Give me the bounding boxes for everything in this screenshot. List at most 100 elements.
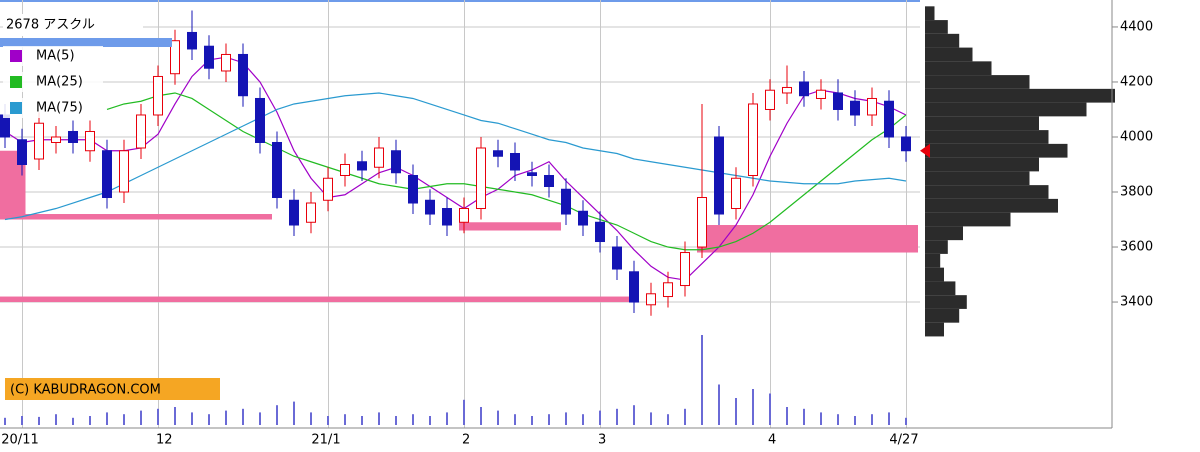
candle-body: [765, 89, 775, 110]
legend: 2678 アスクル MA(5) MA(25) MA(75): [0, 14, 172, 118]
last-price-marker: [920, 143, 930, 158]
x-tick-label: 2: [462, 433, 470, 448]
candle-body: [68, 130, 78, 143]
volume-bar: [123, 414, 125, 425]
volume-bar: [514, 414, 516, 425]
candle-body: [782, 86, 792, 94]
volume-bar: [293, 401, 295, 425]
volume-bar: [582, 414, 584, 425]
y-tick-label: 4200: [1120, 74, 1153, 89]
volume-bar: [429, 416, 431, 425]
candle-body: [442, 208, 452, 226]
candle-body: [884, 100, 894, 138]
volume-profile-bar: [925, 308, 960, 323]
candle-body: [629, 271, 639, 303]
candle-body: [748, 103, 758, 177]
volume-bar: [310, 412, 312, 425]
volume-bar: [633, 405, 635, 425]
ma-line: [4, 56, 907, 281]
volume-bar: [378, 412, 380, 425]
candle-body: [204, 45, 214, 69]
copyright: (C) KABUDRAGON.COM: [10, 383, 161, 398]
candle-body: [272, 141, 282, 199]
volume-bar: [327, 416, 329, 425]
candle-body: [799, 81, 809, 97]
x-tick-label: 4: [768, 433, 776, 448]
candle-body: [697, 197, 707, 248]
legend-bg: [3, 46, 103, 66]
volume-profile-bar: [925, 240, 948, 254]
x-tick-label: 3: [598, 433, 606, 448]
volume-bar: [752, 389, 754, 425]
candle-body: [476, 147, 486, 210]
ma-line: [106, 92, 907, 251]
volume-bar: [599, 410, 601, 425]
volume-bar: [735, 398, 737, 425]
legend-bg: [3, 72, 103, 92]
volume-bar: [242, 408, 244, 425]
candle-body: [34, 122, 44, 160]
candle-body: [221, 53, 231, 72]
candle-body: [170, 40, 180, 75]
volume-profile-bar: [925, 157, 1039, 172]
x-tick-label: 20/11: [1, 433, 38, 448]
candle-body: [850, 100, 860, 116]
volume-bar: [701, 335, 703, 425]
volume-bar: [106, 412, 108, 425]
volume-bar: [463, 399, 465, 425]
volume-profile-bar: [925, 88, 1115, 103]
price-zone: [0, 296, 629, 303]
volume-bar: [4, 417, 6, 425]
candle-body: [102, 150, 112, 199]
volume-profile-bar: [925, 75, 1030, 89]
volume-bar: [769, 393, 771, 425]
candle-body: [561, 188, 571, 215]
title-bg: [3, 14, 143, 36]
candle-body: [238, 53, 248, 97]
volume-bar: [361, 416, 363, 425]
candle-body: [357, 161, 367, 171]
volume-bar: [650, 412, 652, 425]
candle-body: [731, 177, 741, 210]
x-tick-label: 4/27: [889, 433, 918, 448]
y-tick-label: 4000: [1120, 129, 1153, 144]
volume-bar: [344, 414, 346, 425]
candle-body: [51, 136, 61, 143]
y-tick-label: 4400: [1120, 19, 1153, 34]
volume-bar: [888, 412, 890, 425]
legend-swatch: [10, 102, 22, 114]
volume-profile-bar: [925, 61, 992, 76]
volume-bar: [820, 412, 822, 425]
y-tick-label: 3600: [1120, 240, 1153, 255]
candle-body: [306, 202, 316, 223]
volume-bar: [208, 414, 210, 425]
volume-profile-bar: [925, 171, 1030, 186]
volume-profile-bar: [925, 253, 941, 268]
volume-bar: [89, 416, 91, 425]
title-underline: [0, 38, 172, 47]
volume-bar: [871, 414, 873, 425]
legend-swatch: [10, 50, 22, 62]
volume-profile-bar: [925, 267, 944, 282]
candle-body: [646, 293, 656, 306]
volume-profile-bar: [925, 47, 973, 62]
volume-bar: [684, 408, 686, 425]
candle-body: [459, 208, 469, 223]
candle-body: [901, 136, 911, 152]
volume-bar: [259, 412, 261, 425]
candle-body: [833, 92, 843, 110]
volume-bar: [55, 414, 57, 425]
volume-profile-bar: [925, 185, 1049, 199]
candle-body: [153, 75, 163, 116]
candle-body: [408, 175, 418, 204]
volume-profile-bar: [925, 295, 967, 309]
candle-body: [391, 150, 401, 174]
legend-bg: [3, 98, 103, 118]
candle-body: [119, 150, 129, 193]
volume-bar: [718, 384, 720, 425]
volume-profile-bar: [925, 322, 944, 337]
volume-profile-bar: [925, 198, 1058, 213]
candle-body: [663, 282, 673, 298]
price-zone: [459, 222, 561, 231]
